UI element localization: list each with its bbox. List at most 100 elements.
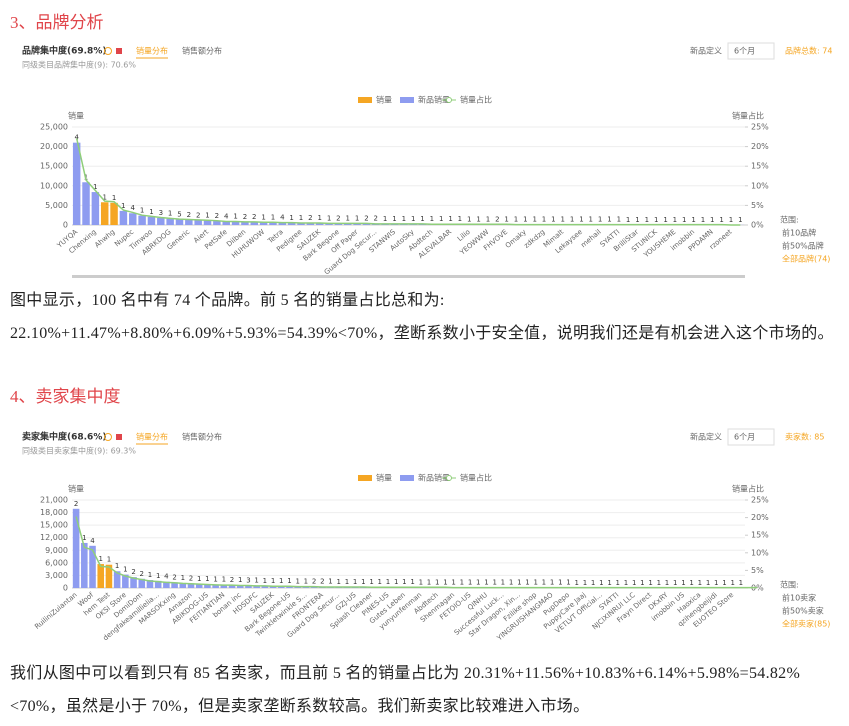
bar xyxy=(287,222,296,225)
count-label: 1 xyxy=(115,562,119,570)
count-label: 1 xyxy=(439,215,443,223)
count-label: 1 xyxy=(698,579,702,587)
bar xyxy=(259,222,268,225)
help-icon xyxy=(104,433,112,441)
count-label: 1 xyxy=(729,216,733,224)
new-def-label: 新品定义 xyxy=(690,432,722,442)
count-label: 1 xyxy=(238,576,242,584)
count-label: 1 xyxy=(714,579,718,587)
select-box[interactable] xyxy=(727,42,775,60)
bar xyxy=(187,583,195,588)
count-label: 1 xyxy=(710,216,714,224)
legend-swatch xyxy=(400,475,414,481)
bar xyxy=(72,142,81,225)
legend-swatch xyxy=(358,475,372,481)
range-option[interactable]: 前10品牌 xyxy=(782,228,816,238)
bar xyxy=(194,220,202,225)
bar xyxy=(171,582,178,588)
x-tick-label: zdkdzg xyxy=(523,228,547,250)
count-label: 1 xyxy=(279,577,283,585)
legend-dot xyxy=(446,97,452,103)
range-option[interactable]: 前50%品牌 xyxy=(782,241,824,251)
tab[interactable]: 销量分布 xyxy=(136,432,168,442)
count-label: 2 xyxy=(364,215,368,223)
bar xyxy=(138,215,146,225)
count-label: 2 xyxy=(252,213,256,221)
bar xyxy=(231,221,240,225)
count-label: 1 xyxy=(509,579,513,587)
count-label: 1 xyxy=(102,193,106,201)
count-label: 1 xyxy=(392,215,396,223)
bar xyxy=(122,574,129,588)
bar xyxy=(245,585,252,588)
count-label: 1 xyxy=(645,216,649,224)
bar xyxy=(344,223,352,225)
count-label: 2 xyxy=(312,578,316,586)
x-tick-label: Ahwhg xyxy=(93,228,116,249)
count-label: 1 xyxy=(263,577,267,585)
count-label: 2 xyxy=(187,211,191,219)
bar xyxy=(129,213,137,225)
range-option[interactable]: 全部品牌(74) xyxy=(782,254,830,264)
y-tick-label: 0 xyxy=(63,221,68,230)
y-tick-label: 12,000 xyxy=(40,533,68,542)
bar xyxy=(72,508,80,588)
count-label: 1 xyxy=(394,578,398,586)
count-label: 1 xyxy=(328,578,332,586)
count-label: 1 xyxy=(566,579,570,587)
count-label: 1 xyxy=(222,576,226,584)
bar xyxy=(82,182,90,225)
count-label: 1 xyxy=(93,183,97,191)
y2-axis-title: 销量占比 xyxy=(732,484,764,494)
legend-label: 新品销量 xyxy=(418,95,450,105)
tab[interactable]: 销售额分布 xyxy=(182,432,222,442)
range-option[interactable]: 前50%卖家 xyxy=(782,606,824,616)
bar xyxy=(269,585,277,588)
count-label: 1 xyxy=(345,578,349,586)
paragraph: 22.10%+11.47%+8.80%+6.09%+5.93%=54.39%<7… xyxy=(10,325,834,342)
count-label: 1 xyxy=(719,216,723,224)
range-title: 范围: xyxy=(780,215,799,225)
count-label: 1 xyxy=(560,216,564,224)
count-label: 1 xyxy=(626,216,630,224)
bar xyxy=(179,582,187,588)
tab[interactable]: 销量分布 xyxy=(136,46,168,56)
paragraph: 我们从图中可以看到只有 85 名卖家，而且前 5 名的销量占比为 20.31%+… xyxy=(10,665,801,715)
help-icon xyxy=(104,47,112,55)
count-label: 1 xyxy=(435,578,439,586)
y2-tick-label: 10% xyxy=(751,181,769,190)
range-option[interactable]: 前10卖家 xyxy=(782,593,816,603)
count-label: 1 xyxy=(448,215,452,223)
count-label: 1 xyxy=(691,216,695,224)
bar xyxy=(157,217,165,225)
bar xyxy=(253,585,260,588)
count-label: 1 xyxy=(197,575,201,583)
bar xyxy=(113,571,121,588)
count-label: 1 xyxy=(386,578,390,586)
count-label: 1 xyxy=(287,577,291,585)
select-box[interactable] xyxy=(727,428,775,446)
range-option[interactable]: 全部卖家(85) xyxy=(782,619,830,629)
count-label: 1 xyxy=(542,579,546,587)
select-value: 6个月 xyxy=(734,47,755,56)
count-label: 1 xyxy=(181,574,185,582)
bar xyxy=(286,586,293,588)
y-tick-label: 20,000 xyxy=(40,142,68,151)
video-icon xyxy=(116,48,122,54)
heading: 4、卖家集中度 xyxy=(10,387,121,406)
count-label: 1 xyxy=(657,579,661,587)
count-label: 1 xyxy=(523,215,527,223)
count-label: 1 xyxy=(665,579,669,587)
count-label: 4 xyxy=(224,212,229,220)
count-label: 1 xyxy=(121,202,125,210)
total: 卖家数: 85 xyxy=(785,432,824,442)
tab[interactable]: 销售额分布 xyxy=(182,46,222,56)
count-label: 1 xyxy=(722,579,726,587)
legend-swatch xyxy=(400,97,414,103)
count-label: 1 xyxy=(682,216,686,224)
count-label: 1 xyxy=(383,215,387,223)
count-label: 1 xyxy=(730,579,734,587)
bar xyxy=(81,542,88,588)
